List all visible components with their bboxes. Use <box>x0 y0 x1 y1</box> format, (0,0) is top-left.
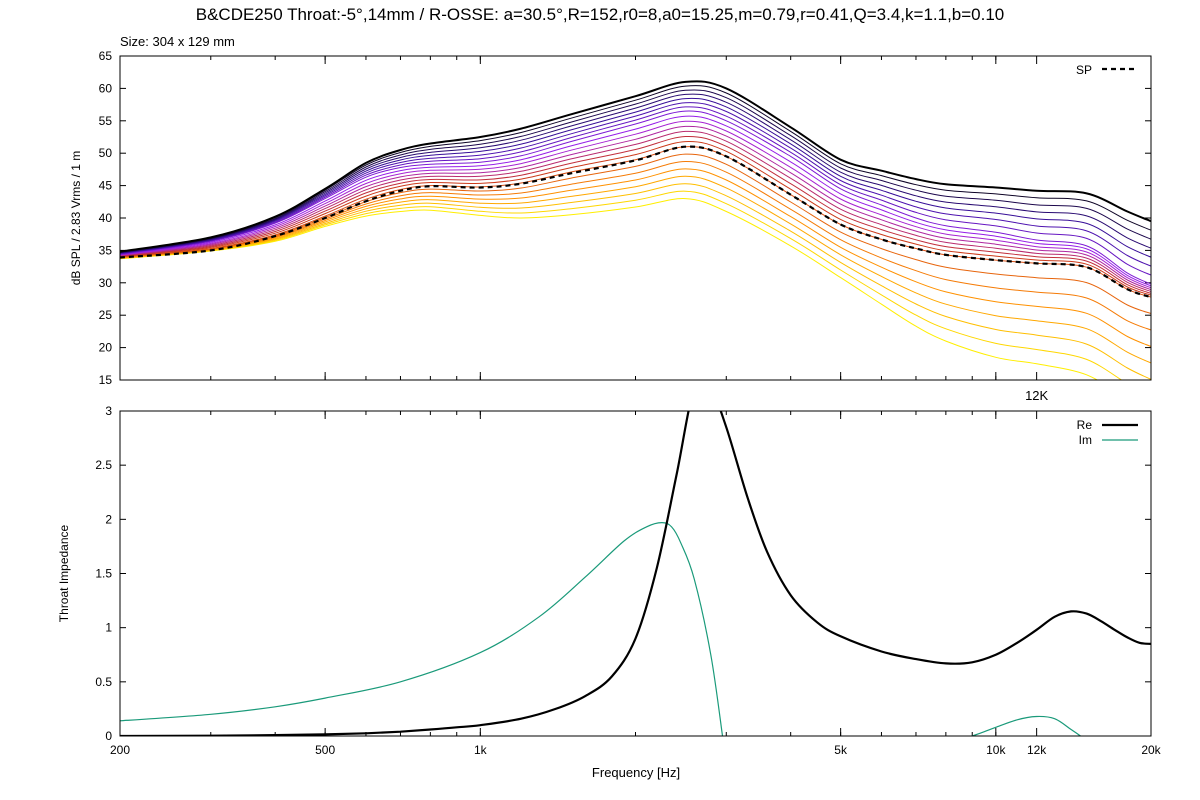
polar-response-line <box>120 130 1151 292</box>
y-tick-label: 3 <box>105 404 112 418</box>
polar-response-line <box>120 183 1151 380</box>
spl-panel: 15 20 25 30 35 40 45 50 55 60 65 dB SPL / 2.83 Vrms… <box>69 49 1152 403</box>
im-series-line <box>972 715 1081 736</box>
y-tick-label: 60 <box>99 81 113 95</box>
y-tick-label: 1 <box>105 621 112 635</box>
polar-response-line <box>120 198 1099 380</box>
x-tick-label: 10k <box>986 743 1006 757</box>
polar-response-line <box>120 160 1151 331</box>
x-tick-label: 5k <box>834 743 848 757</box>
y-tick-label: 45 <box>99 179 113 193</box>
y-tick-label: 20 <box>99 341 113 355</box>
spl-lines <box>120 80 1151 380</box>
sp-series-line <box>120 145 1151 299</box>
x-axis-label: Frequency [Hz] <box>591 765 681 780</box>
y-tick-label: 2 <box>105 512 112 526</box>
impedance-lines <box>120 411 1151 736</box>
y-tick-label: 50 <box>99 146 113 160</box>
y-tick-label: 55 <box>99 114 113 128</box>
re-series-line <box>120 411 1151 736</box>
legend-label-im: Im <box>1079 433 1092 447</box>
y-tick-label: 0 <box>105 729 112 743</box>
y-tick-label: 1.5 <box>95 567 112 581</box>
y-tick-label: 25 <box>99 308 113 322</box>
chart-title: B&CDE250 Throat:-5°,14mm / R-OSSE: a=30.… <box>195 5 1005 24</box>
impedance-plot-border <box>119 410 1152 737</box>
impedance-panel: 0 0.5 1 1.5 2 2.5 3 Throat Impedance 200 500 1k 5k 1… <box>57 404 1162 757</box>
y-tick-label: 65 <box>99 49 113 63</box>
polar-response-line <box>120 106 1151 276</box>
y-tick-label: 2.5 <box>95 458 112 472</box>
y-tick-label: 35 <box>99 243 113 257</box>
polar-response-line <box>120 80 1151 253</box>
legend-label-sp: SP <box>1076 63 1092 77</box>
x-tick-label: 1k <box>474 743 488 757</box>
polar-response-line <box>120 135 1151 294</box>
polar-response-line <box>120 125 1151 291</box>
y-tick-label: 0.5 <box>95 675 112 689</box>
x-tick-label: 20k <box>1141 743 1161 757</box>
polar-response-line <box>120 85 1151 253</box>
polar-response-line <box>120 190 1123 380</box>
y-axis-label: dB SPL / 2.83 Vrms / 1 m <box>69 151 83 286</box>
chart-subtitle: Size: 304 x 129 mm <box>120 34 235 49</box>
legend-label-re: Re <box>1077 418 1093 432</box>
polar-response-line <box>120 93 1151 254</box>
polar-response-line <box>120 102 1151 267</box>
y-tick-label: 40 <box>99 211 113 225</box>
im-series-line <box>120 521 724 736</box>
polar-response-line <box>120 153 1151 314</box>
x-tick-label: 200 <box>110 743 130 757</box>
x-tick-label: 500 <box>315 743 335 757</box>
polar-response-line <box>120 97 1151 258</box>
polar-response-line <box>120 110 1151 285</box>
polar-response-line <box>120 141 1151 296</box>
y-axis-label: Throat Impedance <box>57 524 71 622</box>
y-tick-label: 15 <box>99 373 113 387</box>
polar-response-line <box>120 168 1151 347</box>
polar-response-line <box>120 89 1151 253</box>
top-12k-marker: 12K <box>1025 388 1048 403</box>
polar-response-line <box>120 115 1151 287</box>
y-tick-label: 30 <box>99 276 113 290</box>
x-tick-label: 12k <box>1027 743 1047 757</box>
polar-response-line <box>120 175 1151 364</box>
polar-response-line <box>120 120 1151 289</box>
spl-plot-border <box>119 55 1152 381</box>
